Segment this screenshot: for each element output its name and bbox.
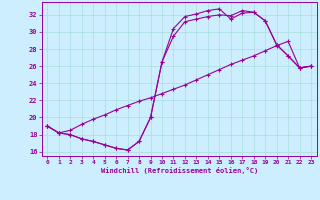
X-axis label: Windchill (Refroidissement éolien,°C): Windchill (Refroidissement éolien,°C) (100, 167, 258, 174)
